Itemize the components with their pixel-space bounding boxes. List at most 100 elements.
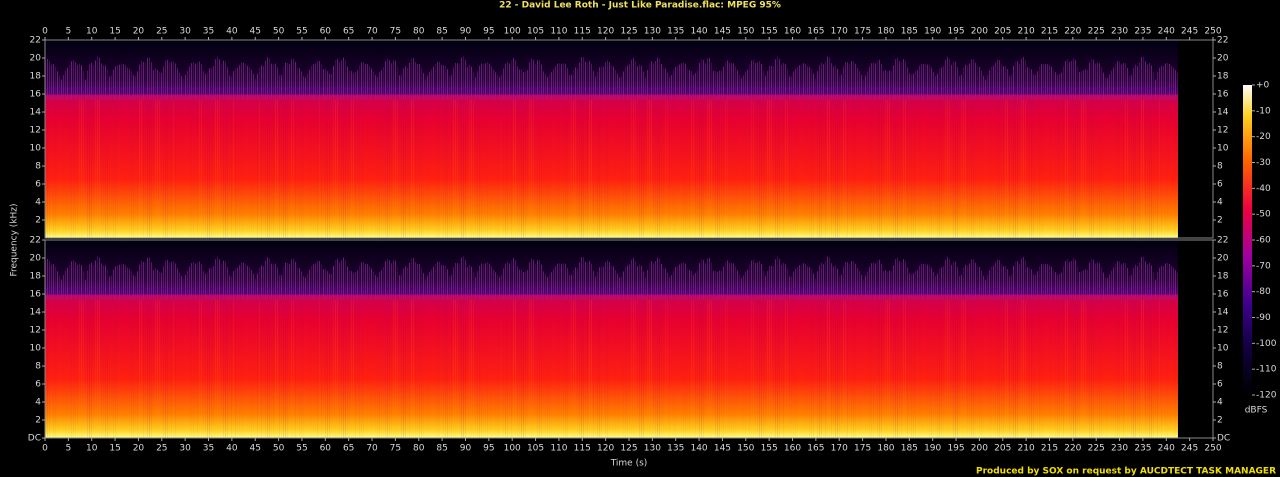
spectrum-texture bbox=[297, 267, 298, 300]
spectrum-texture bbox=[551, 71, 552, 100]
x-tick-label: 100 bbox=[504, 444, 521, 454]
spectrum-texture bbox=[599, 300, 600, 438]
spectrum-texture bbox=[1015, 300, 1016, 438]
spectrum-texture bbox=[869, 266, 870, 300]
spectrum-texture bbox=[497, 75, 498, 100]
spectrum-texture bbox=[589, 100, 590, 238]
spectrum-texture bbox=[1091, 100, 1092, 238]
spectrum-texture bbox=[263, 300, 264, 438]
spectrum-texture bbox=[119, 264, 120, 300]
spectrum-texture bbox=[867, 300, 868, 438]
spectrum-texture bbox=[429, 72, 430, 100]
spectrum-texture bbox=[653, 100, 654, 238]
spectrum-texture bbox=[117, 265, 118, 300]
spectrum-texture bbox=[349, 300, 350, 438]
spectrum-texture bbox=[1101, 300, 1102, 438]
spectrum-texture bbox=[605, 100, 606, 238]
colorbar-tick-label: -120 bbox=[1256, 391, 1277, 401]
spectrum-texture bbox=[309, 269, 310, 300]
spectrum-texture bbox=[413, 300, 414, 438]
spectrum-texture bbox=[107, 269, 108, 300]
spectrum-texture bbox=[791, 300, 792, 438]
spectrum-texture bbox=[423, 273, 424, 300]
x-tick-label: 195 bbox=[947, 444, 964, 454]
spectrum-texture bbox=[347, 266, 348, 300]
spectrum-texture bbox=[985, 79, 986, 100]
spectrum-texture bbox=[971, 259, 972, 300]
spectrum-texture bbox=[1067, 300, 1068, 438]
spectrum-texture bbox=[1161, 100, 1162, 238]
spectrum-texture bbox=[833, 66, 834, 100]
spectrum-texture bbox=[545, 273, 546, 300]
spectrum-texture bbox=[737, 70, 738, 100]
spectrum-texture bbox=[1025, 60, 1026, 100]
spectrum-texture bbox=[1031, 269, 1032, 300]
spectrum-texture bbox=[345, 300, 346, 438]
spectrum-texture bbox=[53, 264, 54, 300]
spectrum-texture bbox=[775, 59, 776, 100]
spectrum-texture bbox=[531, 258, 532, 300]
spectrum-texture bbox=[319, 60, 320, 100]
spectrum-texture bbox=[483, 264, 484, 300]
spectrum-texture bbox=[625, 67, 626, 100]
spectrum-texture bbox=[1161, 266, 1162, 300]
spectrum-texture bbox=[179, 72, 180, 100]
spectrum-texture bbox=[881, 300, 882, 438]
spectrum-texture bbox=[491, 266, 492, 300]
spectrum-texture bbox=[343, 57, 344, 100]
spectrum-texture bbox=[687, 67, 688, 100]
spectrum-texture bbox=[587, 62, 588, 100]
spectrum-texture bbox=[903, 259, 904, 300]
spectrum-texture bbox=[401, 274, 402, 300]
spectrum-texture bbox=[1129, 100, 1130, 238]
x-tick-label-top: 100 bbox=[504, 27, 521, 37]
spectrum-texture bbox=[459, 300, 460, 438]
spectrum-texture bbox=[423, 300, 424, 438]
x-tick-label-top: 10 bbox=[86, 27, 98, 37]
spectrum-texture bbox=[1001, 64, 1002, 100]
spectrum-texture bbox=[1083, 70, 1084, 100]
spectrum-texture bbox=[1059, 273, 1060, 300]
x-tick-label: 80 bbox=[413, 444, 425, 454]
spectrum-texture bbox=[549, 300, 550, 438]
spectrum-texture bbox=[807, 100, 808, 238]
spectrum-texture bbox=[101, 263, 102, 300]
spectrum-texture bbox=[113, 69, 114, 100]
spectrum-texture bbox=[819, 64, 820, 100]
spectrum-texture bbox=[171, 261, 172, 300]
spectrum-texture bbox=[275, 63, 276, 100]
spectrum-texture bbox=[59, 76, 60, 100]
x-tick-label-top: 170 bbox=[831, 27, 848, 37]
spectrum-texture bbox=[691, 271, 692, 300]
spectrum-texture bbox=[485, 300, 486, 438]
spectrum-texture bbox=[361, 100, 362, 238]
y-tick-label: 18 bbox=[30, 72, 42, 82]
spectrum-texture bbox=[853, 100, 854, 238]
spectrum-texture bbox=[871, 263, 872, 300]
spectrum-texture bbox=[49, 100, 50, 238]
spectrum-texture bbox=[1127, 300, 1128, 438]
spectrum-texture bbox=[1113, 267, 1114, 300]
spectrum-texture bbox=[1095, 263, 1096, 300]
spectrum-texture bbox=[1051, 266, 1052, 300]
spectrum-texture bbox=[767, 100, 768, 238]
spectrum-texture bbox=[1137, 300, 1138, 438]
x-tick-label: 50 bbox=[273, 444, 285, 454]
spectrum-texture bbox=[659, 100, 660, 238]
spectrum-texture bbox=[761, 63, 762, 100]
spectrum-texture bbox=[593, 100, 594, 238]
spectrum-texture bbox=[1095, 300, 1096, 438]
spectrum-texture bbox=[997, 300, 998, 438]
spectrum-texture bbox=[907, 300, 908, 438]
spectrum-texture bbox=[1139, 100, 1140, 238]
spectrum-texture bbox=[837, 68, 838, 100]
spectrum-texture bbox=[943, 100, 944, 238]
spectrum-texture bbox=[733, 63, 734, 100]
spectrum-texture bbox=[1079, 271, 1080, 300]
spectrum-texture bbox=[471, 266, 472, 300]
spectrum-texture bbox=[111, 300, 112, 438]
spectrum-texture bbox=[957, 100, 958, 238]
spectrum-texture bbox=[607, 300, 608, 438]
spectrum-texture bbox=[781, 100, 782, 238]
spectrum-texture bbox=[365, 263, 366, 300]
